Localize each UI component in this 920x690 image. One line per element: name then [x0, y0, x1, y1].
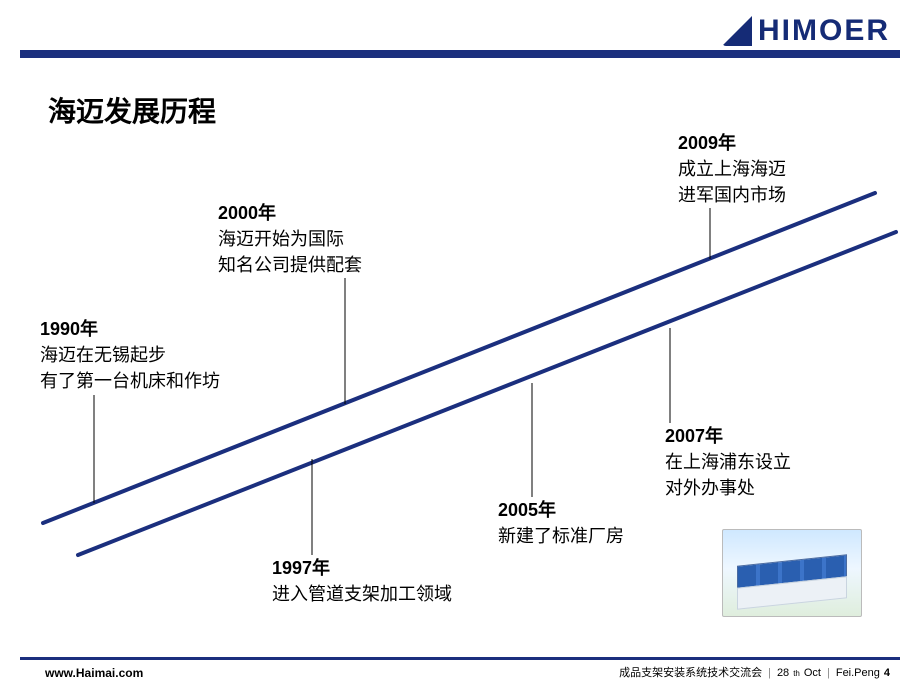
milestone-year: 2007年 — [665, 423, 791, 449]
milestone-line: 海迈开始为国际 — [218, 226, 362, 252]
milestone-line: 有了第一台机床和作坊 — [40, 368, 220, 394]
milestone-year: 2005年 — [498, 497, 624, 523]
milestone-line: 海迈在无锡起步 — [40, 342, 220, 368]
header-divider — [20, 50, 900, 58]
footer-date-month: Oct — [804, 667, 821, 679]
footer-page-number: 4 — [884, 667, 890, 679]
footer-divider — [20, 657, 900, 660]
footer-author: Fei.Peng — [836, 667, 880, 679]
milestone-2007: 2007年 在上海浦东设立 对外办事处 — [665, 423, 791, 501]
milestone-year: 1997年 — [272, 555, 452, 581]
milestone-2000: 2000年 海迈开始为国际 知名公司提供配套 — [218, 200, 362, 278]
milestone-2009: 2009年 成立上海海迈 进军国内市场 — [678, 130, 786, 208]
footer-site: www.Haimai.com — [45, 666, 143, 680]
milestone-year: 2009年 — [678, 130, 786, 156]
milestone-line: 在上海浦东设立 — [665, 449, 791, 475]
footer-date-suffix: th — [793, 669, 800, 678]
milestone-year: 1990年 — [40, 316, 220, 342]
footer-date-day: 28 — [777, 667, 789, 679]
milestone-line: 成立上海海迈 — [678, 156, 786, 182]
milestone-line: 进入管道支架加工领域 — [272, 581, 452, 607]
milestone-1990: 1990年 海迈在无锡起步 有了第一台机床和作坊 — [40, 316, 220, 394]
footer-meta: 成品支架安装系统技术交流会 | 28 th Oct | Fei.Peng 4 — [619, 664, 890, 680]
logo-fin-icon — [722, 16, 752, 46]
milestone-line: 新建了标准厂房 — [498, 523, 624, 549]
factory-image — [722, 529, 862, 617]
brand-logo: HIMOER — [722, 14, 890, 48]
milestone-year: 2000年 — [218, 200, 362, 226]
separator-icon: | — [827, 667, 830, 679]
footer-event: 成品支架安装系统技术交流会 — [619, 664, 762, 680]
milestone-2005: 2005年 新建了标准厂房 — [498, 497, 624, 549]
milestone-line: 进军国内市场 — [678, 182, 786, 208]
page-title: 海迈发展历程 — [48, 90, 216, 130]
logo-text: HIMOER — [758, 14, 890, 48]
milestone-1997: 1997年 进入管道支架加工领域 — [272, 555, 452, 607]
separator-icon: | — [768, 667, 771, 679]
milestone-line: 知名公司提供配套 — [218, 252, 362, 278]
milestone-line: 对外办事处 — [665, 475, 791, 501]
